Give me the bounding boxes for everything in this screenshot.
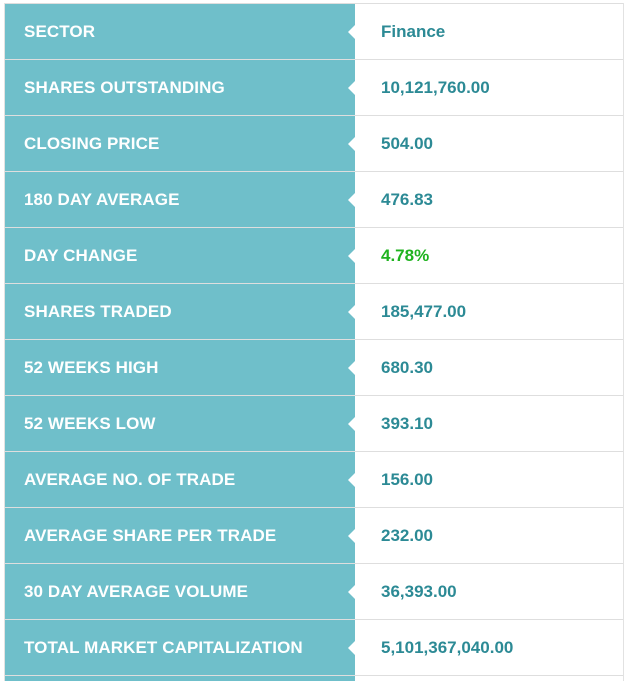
- table-row-30-day-average-volume: 30 DAY AVERAGE VOLUME 36,393.00: [5, 564, 623, 620]
- row-value: 680.30: [355, 340, 623, 395]
- row-label: AVERAGE SHARE PER TRADE: [5, 508, 356, 563]
- row-value-partial: [355, 676, 623, 681]
- row-label-partial: [5, 676, 355, 681]
- table-row-closing-price: CLOSING PRICE 504.00: [5, 116, 623, 172]
- row-label: SHARES OUTSTANDING: [5, 60, 356, 115]
- row-label: 52 WEEKS LOW: [5, 396, 356, 451]
- table-row-partial: [5, 676, 623, 681]
- table-row-sector: SECTOR Finance: [5, 3, 623, 60]
- table-row-average-share-per-trade: AVERAGE SHARE PER TRADE 232.00: [5, 508, 623, 564]
- table-row-shares-traded: SHARES TRADED 185,477.00: [5, 284, 623, 340]
- row-label: 52 WEEKS HIGH: [5, 340, 356, 395]
- row-label: SHARES TRADED: [5, 284, 356, 339]
- table-row-52-weeks-high: 52 WEEKS HIGH 680.30: [5, 340, 623, 396]
- table-row-shares-outstanding: SHARES OUTSTANDING 10,121,760.00: [5, 60, 623, 116]
- row-value: 476.83: [355, 172, 623, 227]
- table-row-day-change: DAY CHANGE 4.78%: [5, 228, 623, 284]
- row-value: 185,477.00: [355, 284, 623, 339]
- stock-stats-table: SECTOR Finance SHARES OUTSTANDING 10,121…: [4, 3, 624, 681]
- row-value: Finance: [355, 4, 623, 59]
- row-value: 232.00: [355, 508, 623, 563]
- row-label: SECTOR: [5, 4, 356, 59]
- row-value: 393.10: [355, 396, 623, 451]
- row-label: AVERAGE NO. OF TRADE: [5, 452, 356, 507]
- row-value: 504.00: [355, 116, 623, 171]
- day-change-value: 4.78%: [355, 228, 623, 283]
- row-label: 30 DAY AVERAGE VOLUME: [5, 564, 356, 619]
- row-label: TOTAL MARKET CAPITALIZATION: [5, 620, 356, 675]
- table-row-180-day-average: 180 DAY AVERAGE 476.83: [5, 172, 623, 228]
- row-value: 5,101,367,040.00: [355, 620, 623, 675]
- row-value: 36,393.00: [355, 564, 623, 619]
- row-value: 10,121,760.00: [355, 60, 623, 115]
- table-row-52-weeks-low: 52 WEEKS LOW 393.10: [5, 396, 623, 452]
- row-label: CLOSING PRICE: [5, 116, 356, 171]
- row-label: 180 DAY AVERAGE: [5, 172, 356, 227]
- row-value: 156.00: [355, 452, 623, 507]
- table-row-total-market-capitalization: TOTAL MARKET CAPITALIZATION 5,101,367,04…: [5, 620, 623, 676]
- row-label: DAY CHANGE: [5, 228, 356, 283]
- table-row-average-no-of-trade: AVERAGE NO. OF TRADE 156.00: [5, 452, 623, 508]
